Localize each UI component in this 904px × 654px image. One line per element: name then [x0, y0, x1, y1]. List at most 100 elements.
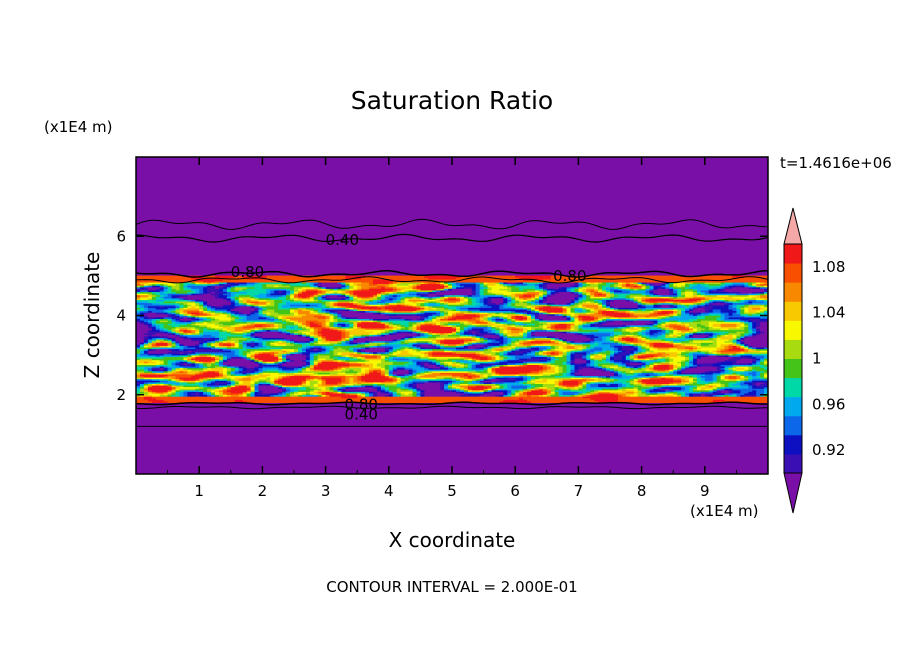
- field-cell: [341, 373, 346, 377]
- field-cell: [511, 397, 516, 400]
- field-cell: [373, 397, 378, 400]
- field-cell: [333, 384, 339, 388]
- field-cell: [645, 392, 651, 396]
- field-cell: [139, 372, 145, 375]
- field-cell: [297, 394, 303, 397]
- field-cell: [511, 358, 516, 361]
- field-cell: [222, 391, 228, 394]
- field-cell: [270, 399, 275, 402]
- field-cell: [361, 377, 366, 380]
- field-cell: [349, 399, 354, 402]
- field-cell: [669, 373, 674, 377]
- field-cell: [333, 399, 339, 402]
- field-cell: [254, 400, 260, 403]
- field-cell: [562, 392, 568, 396]
- field-cell: [187, 391, 192, 394]
- field-cell: [448, 397, 453, 400]
- field-cell: [380, 386, 386, 389]
- field-cell: [262, 397, 267, 400]
- field-cell: [558, 359, 564, 362]
- field-cell: [369, 400, 374, 403]
- field-cell: [333, 373, 339, 377]
- field-cell: [692, 383, 698, 386]
- field-cell: [195, 375, 200, 378]
- field-cell: [396, 392, 402, 396]
- field-cell: [420, 389, 425, 392]
- field-cell: [617, 388, 623, 391]
- field-cell: [187, 384, 192, 388]
- field-cell: [554, 381, 560, 384]
- field-cell: [653, 358, 658, 361]
- field-cell: [436, 358, 441, 361]
- field-cell: [483, 370, 489, 373]
- field-cell: [637, 378, 643, 381]
- field-cell: [613, 375, 619, 378]
- field-cell: [621, 356, 627, 359]
- field-cell: [388, 359, 394, 362]
- field-cell: [392, 377, 398, 380]
- field-cell: [487, 388, 493, 391]
- field-cell: [503, 359, 508, 362]
- field-cell: [408, 380, 414, 383]
- field-cell: [199, 375, 204, 378]
- field-cell: [290, 377, 295, 380]
- field-cell: [452, 358, 457, 361]
- field-cell: [523, 381, 528, 384]
- field-cell: [641, 397, 647, 400]
- field-cell: [531, 397, 536, 400]
- field-cell: [436, 399, 441, 402]
- field-cell: [191, 381, 196, 384]
- field-cell: [325, 386, 331, 389]
- field-cell: [610, 370, 615, 373]
- field-cell: [661, 384, 666, 388]
- field-cell: [301, 354, 307, 358]
- field-cell: [270, 400, 275, 403]
- field-cell: [625, 365, 631, 369]
- field-cell: [704, 389, 710, 392]
- field-cell: [353, 359, 358, 362]
- field-cell: [329, 392, 335, 396]
- field-cell: [444, 386, 449, 389]
- field-cell: [195, 372, 200, 375]
- field-cell: [361, 397, 366, 400]
- field-cell: [748, 380, 753, 383]
- field-cell: [507, 358, 512, 361]
- field-cell: [712, 384, 718, 388]
- field-cell: [503, 370, 508, 373]
- field-cell: [527, 391, 532, 394]
- field-cell: [266, 378, 271, 381]
- field-cell: [467, 397, 473, 400]
- field-cell: [546, 383, 552, 386]
- field-cell: [550, 396, 556, 399]
- field-cell: [531, 362, 536, 365]
- field-cell: [519, 373, 524, 377]
- field-cell: [756, 364, 761, 367]
- field-cell: [408, 378, 414, 381]
- field-cell: [440, 358, 445, 361]
- field-cell: [629, 388, 635, 391]
- field-cell: [487, 389, 493, 392]
- field-cell: [234, 378, 240, 381]
- field-cell: [475, 365, 481, 369]
- field-cell: [527, 381, 532, 384]
- field-cell: [171, 361, 177, 364]
- field-cell: [606, 397, 611, 400]
- field-cell: [617, 396, 623, 399]
- field-cell: [357, 389, 362, 392]
- field-cell: [752, 367, 757, 370]
- field-cell: [550, 364, 556, 367]
- field-cell: [503, 388, 508, 391]
- field-cell: [645, 358, 651, 361]
- field-cell: [562, 367, 568, 370]
- field-cell: [649, 364, 655, 367]
- field-cell: [653, 369, 658, 372]
- field-cell: [428, 365, 433, 369]
- field-cell: [689, 373, 694, 377]
- field-cell: [471, 391, 477, 394]
- field-cell: [487, 384, 493, 388]
- field-cell: [448, 367, 453, 370]
- field-cell: [495, 377, 500, 380]
- field-cell: [234, 361, 240, 364]
- field-cell: [566, 356, 572, 359]
- field-cell: [708, 370, 714, 373]
